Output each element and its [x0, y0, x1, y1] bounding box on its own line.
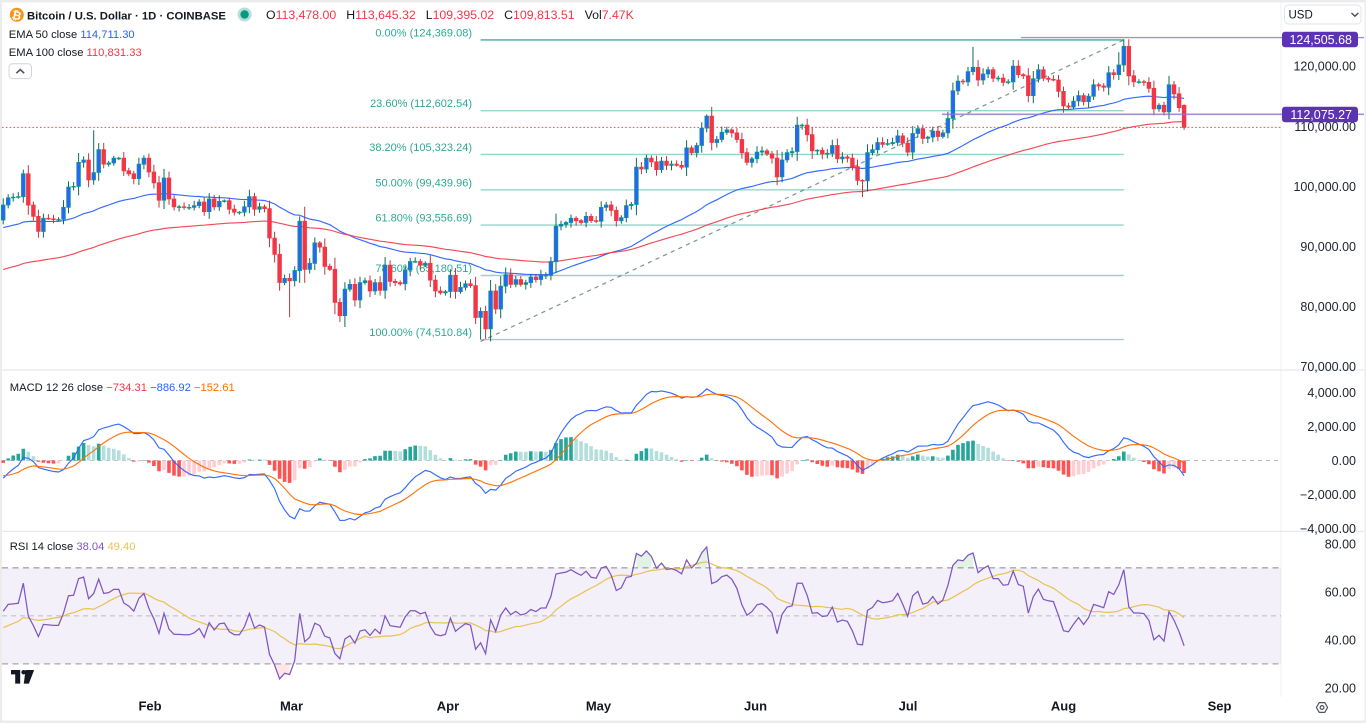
svg-text:23.60% (112,602.54): 23.60% (112,602.54) — [370, 98, 472, 110]
svg-text:Jul: Jul — [899, 699, 918, 714]
svg-text:50.00% (99,439.96): 50.00% (99,439.96) — [375, 177, 472, 189]
svg-text:70,000.00: 70,000.00 — [1300, 360, 1356, 374]
svg-text:EMA 100 close 110,831.33: EMA 100 close 110,831.33 — [9, 47, 142, 59]
svg-text:90,000.00: 90,000.00 — [1300, 240, 1356, 254]
svg-text:₿: ₿ — [10, 9, 22, 23]
svg-text:Jun: Jun — [744, 699, 767, 714]
svg-text:61.80% (93,556.69): 61.80% (93,556.69) — [375, 213, 472, 225]
svg-text:RSI 14 close 38.04 49.40: RSI 14 close 38.04 49.40 — [10, 541, 136, 553]
svg-text:Feb: Feb — [138, 699, 161, 714]
svg-text:Sep: Sep — [1208, 699, 1232, 714]
svg-text:100,000.00: 100,000.00 — [1293, 180, 1356, 194]
svg-text:EMA 50 close 114,711.30: EMA 50 close 114,711.30 — [9, 29, 135, 41]
svg-text:100.00% (74,510.84): 100.00% (74,510.84) — [369, 327, 472, 339]
svg-text:40.00: 40.00 — [1325, 633, 1356, 647]
svg-text:112,075.27: 112,075.27 — [1290, 108, 1352, 122]
svg-text:Aug: Aug — [1051, 699, 1076, 714]
svg-text:May: May — [586, 699, 612, 714]
svg-text:80,000.00: 80,000.00 — [1300, 300, 1356, 314]
svg-text:Mar: Mar — [280, 699, 303, 714]
svg-text:4,000.00: 4,000.00 — [1307, 386, 1356, 400]
svg-text:Apr: Apr — [437, 699, 459, 714]
svg-text:2,000.00: 2,000.00 — [1307, 420, 1356, 434]
svg-text:120,000.00: 120,000.00 — [1293, 60, 1356, 74]
svg-text:0.00: 0.00 — [1332, 454, 1356, 468]
svg-text:38.20% (105,323.24): 38.20% (105,323.24) — [369, 142, 472, 154]
svg-text:0.00% (124,369.08): 0.00% (124,369.08) — [375, 27, 472, 39]
svg-text:20.00: 20.00 — [1325, 682, 1356, 696]
svg-text:−2,000.00: −2,000.00 — [1300, 488, 1356, 502]
svg-text:110,000.00: 110,000.00 — [1294, 120, 1356, 134]
svg-text:Bitcoin / U.S. Dollar · 1D · C: Bitcoin / U.S. Dollar · 1D · COINBASE — [27, 10, 226, 22]
svg-text:60.00: 60.00 — [1325, 585, 1356, 599]
svg-text:78.60% (85,180.51): 78.60% (85,180.51) — [375, 263, 472, 275]
svg-text:MACD 12 26 close −734.31 −886.: MACD 12 26 close −734.31 −886.92 −152.61 — [10, 382, 235, 394]
svg-text:−4,000.00: −4,000.00 — [1300, 522, 1356, 536]
svg-text:USD: USD — [1289, 10, 1313, 22]
svg-text:80.00: 80.00 — [1325, 537, 1356, 551]
svg-text:124,505.68: 124,505.68 — [1289, 33, 1352, 47]
